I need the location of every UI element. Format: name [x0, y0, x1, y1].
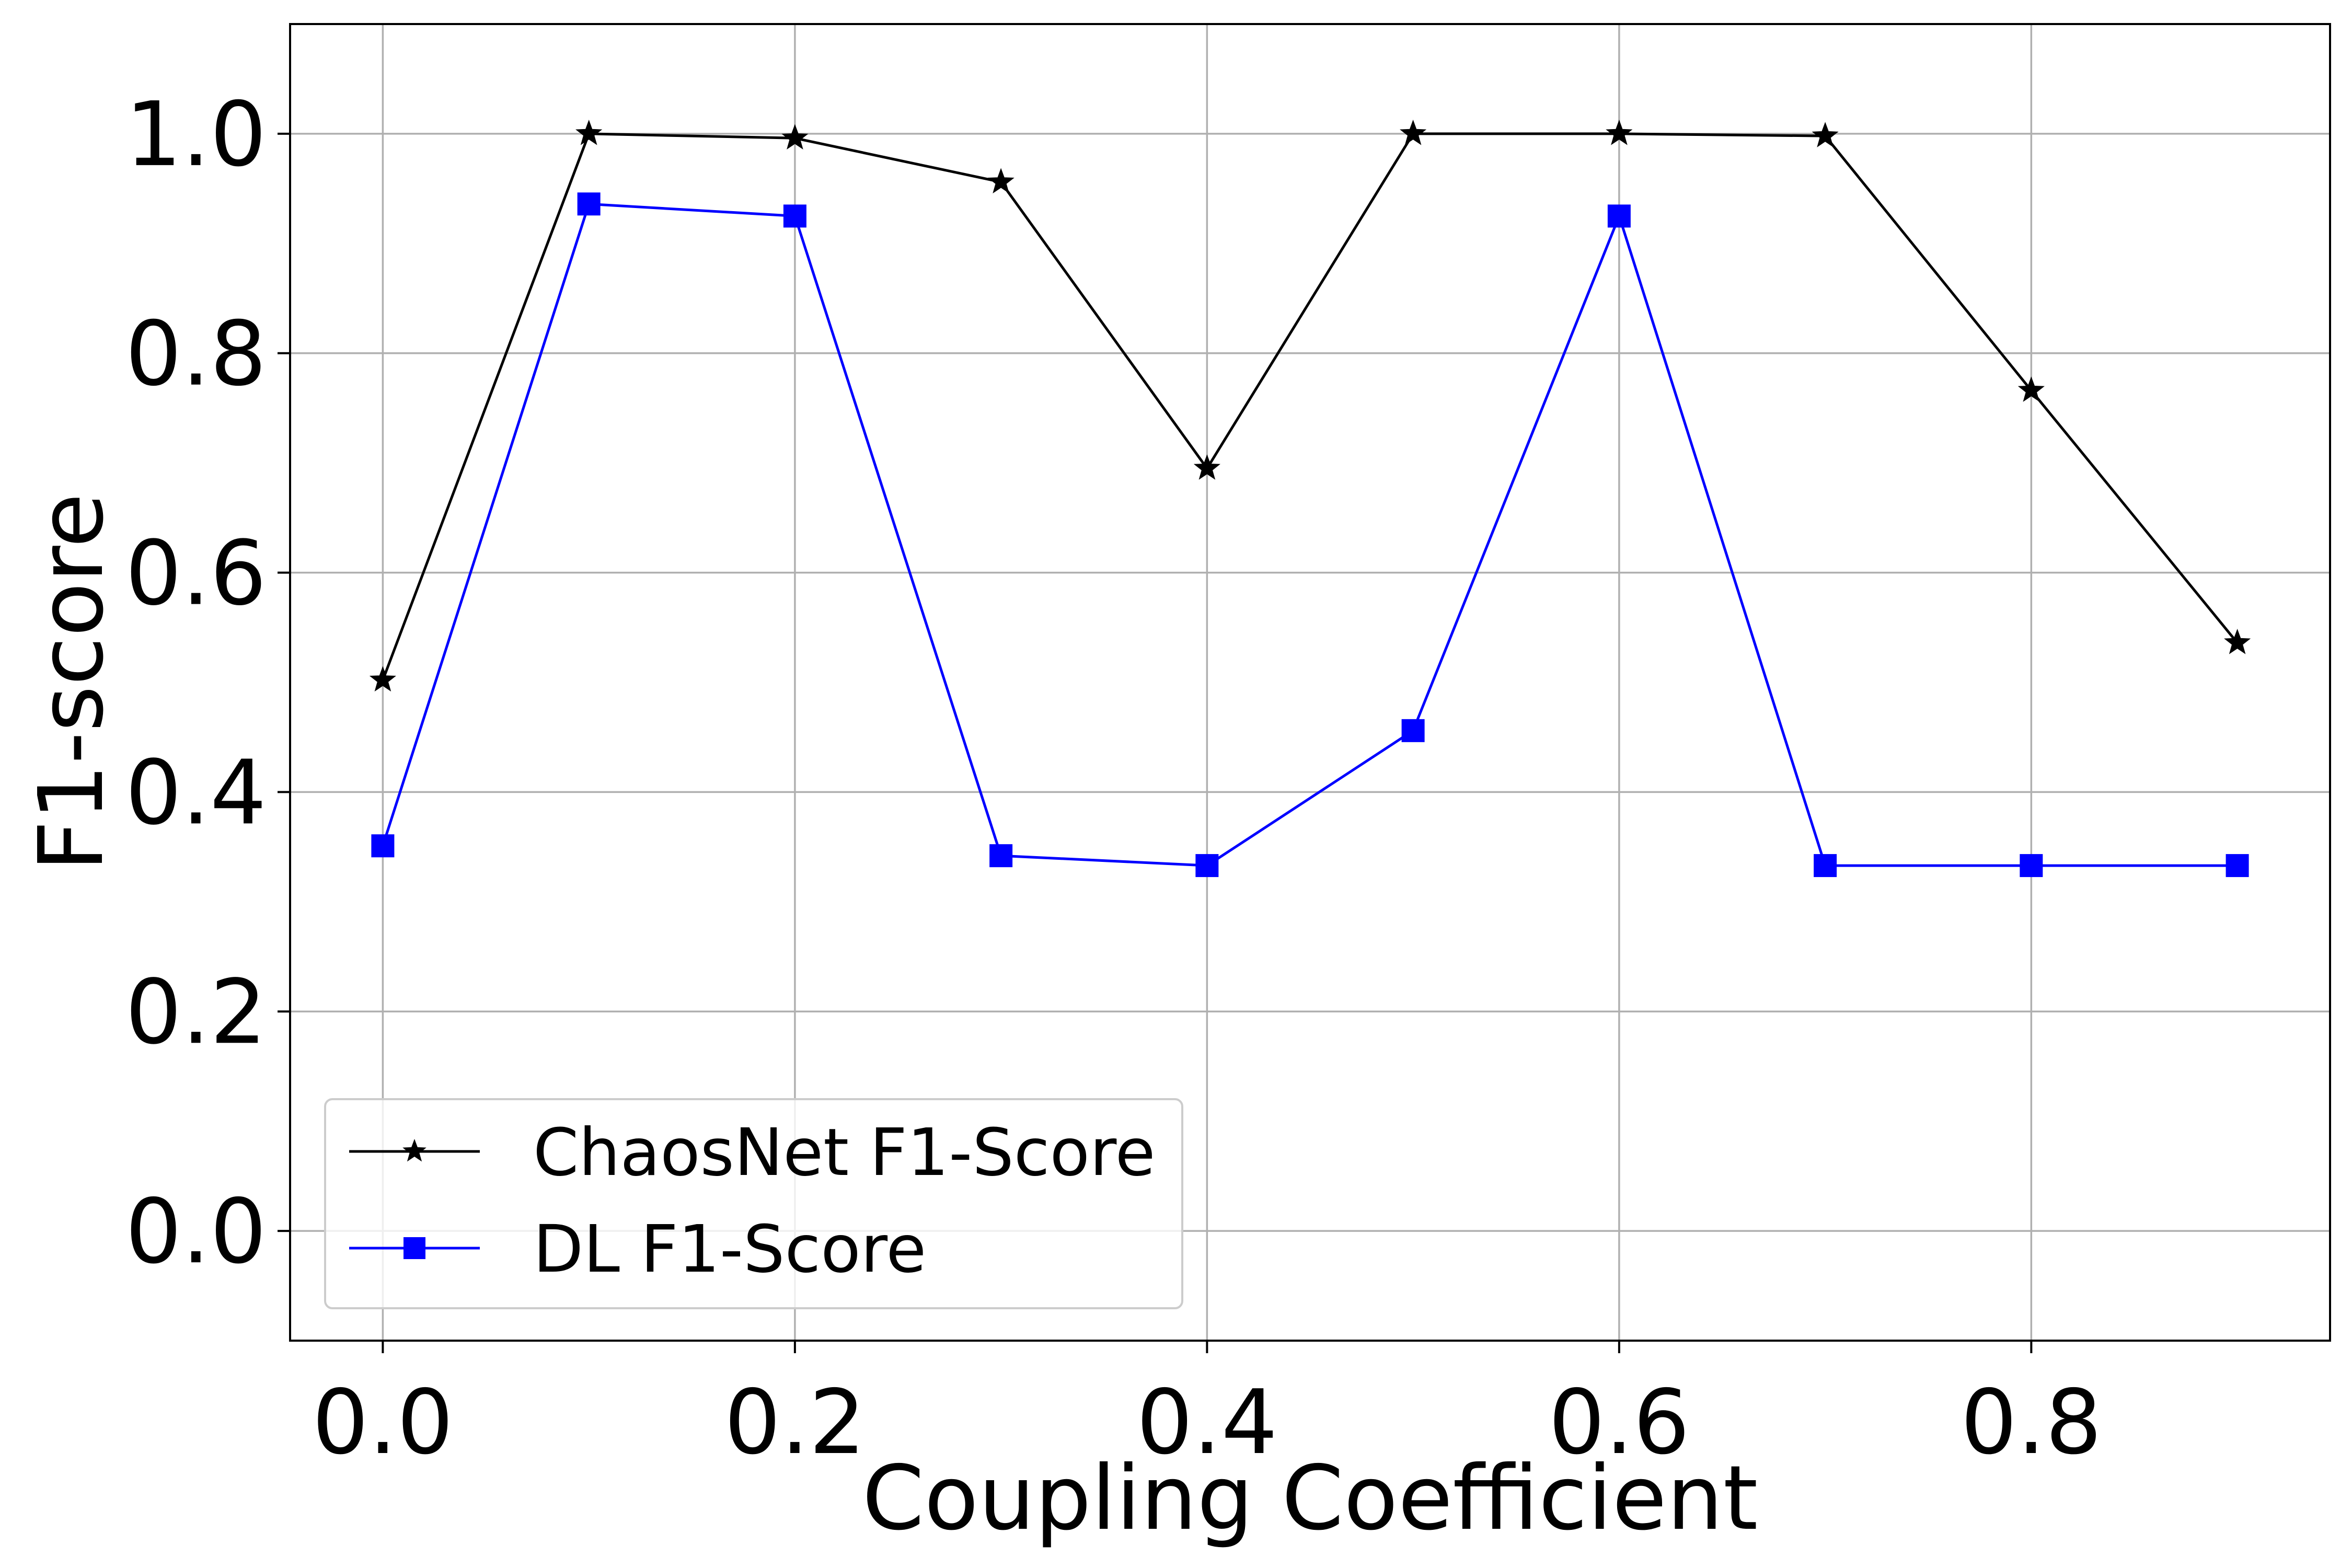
- y-axis-title: F1-score: [20, 493, 123, 871]
- y-axis-ticks: 0.0 0.2 0.4 0.6 0.8 1.0: [125, 83, 290, 1284]
- x-axis-ticks: 0.0 0.2 0.4 0.6 0.8: [312, 1341, 2102, 1474]
- y-tick-label-0: 0.0: [125, 1180, 267, 1284]
- point-0-3: [987, 168, 1014, 194]
- point-1-9: [2226, 854, 2249, 878]
- legend: ChaosNet F1-Score DL F1-Score: [324, 1098, 1183, 1309]
- series-0: [369, 120, 2251, 692]
- series-1: [371, 192, 2249, 878]
- point-0-8: [2017, 376, 2045, 402]
- point-1-0: [371, 834, 395, 858]
- plot-frame: [289, 23, 2331, 1342]
- legend-marker-1: [403, 1237, 425, 1259]
- legend-label-1: DL F1-Score: [533, 1212, 926, 1287]
- x-tick-label-4: 0.8: [1961, 1371, 2102, 1474]
- y-tick-label-5: 1.0: [125, 83, 267, 187]
- point-0-4: [1193, 454, 1220, 480]
- series-line-0: [382, 132, 2239, 681]
- y-tick-label-1: 0.2: [125, 961, 267, 1064]
- legend-marker-0: [402, 1139, 426, 1162]
- plot-series: [369, 120, 2251, 878]
- y-tick-label-4: 0.8: [125, 303, 267, 406]
- x-tick-label-3: 0.6: [1549, 1371, 1690, 1474]
- point-0-1: [575, 120, 603, 145]
- point-0-2: [781, 124, 809, 150]
- point-0-7: [1812, 122, 1839, 147]
- point-0-0: [369, 666, 396, 692]
- y-tick-label-2: 0.4: [125, 741, 267, 845]
- point-1-4: [1195, 854, 1219, 878]
- x-tick-label-2: 0.4: [1136, 1371, 1277, 1474]
- point-1-5: [1401, 719, 1425, 742]
- point-1-1: [577, 192, 601, 216]
- point-1-8: [2020, 854, 2043, 878]
- legend-label-0: ChaosNet F1-Score: [533, 1115, 1156, 1191]
- point-1-3: [989, 844, 1013, 868]
- point-1-2: [783, 204, 806, 228]
- x-axis-title: Coupling Coefficient: [862, 1447, 1758, 1550]
- y-tick-label-3: 0.6: [125, 522, 267, 626]
- x-tick-label-1: 0.2: [724, 1371, 866, 1474]
- point-0-9: [2224, 629, 2251, 654]
- point-0-6: [1606, 120, 1633, 145]
- legend-box: [324, 1098, 1183, 1309]
- series-line-1: [382, 202, 2238, 867]
- point-0-5: [1400, 120, 1427, 145]
- point-1-6: [1607, 204, 1631, 228]
- point-1-7: [1814, 854, 1837, 878]
- x-tick-label-0: 0.0: [312, 1371, 453, 1474]
